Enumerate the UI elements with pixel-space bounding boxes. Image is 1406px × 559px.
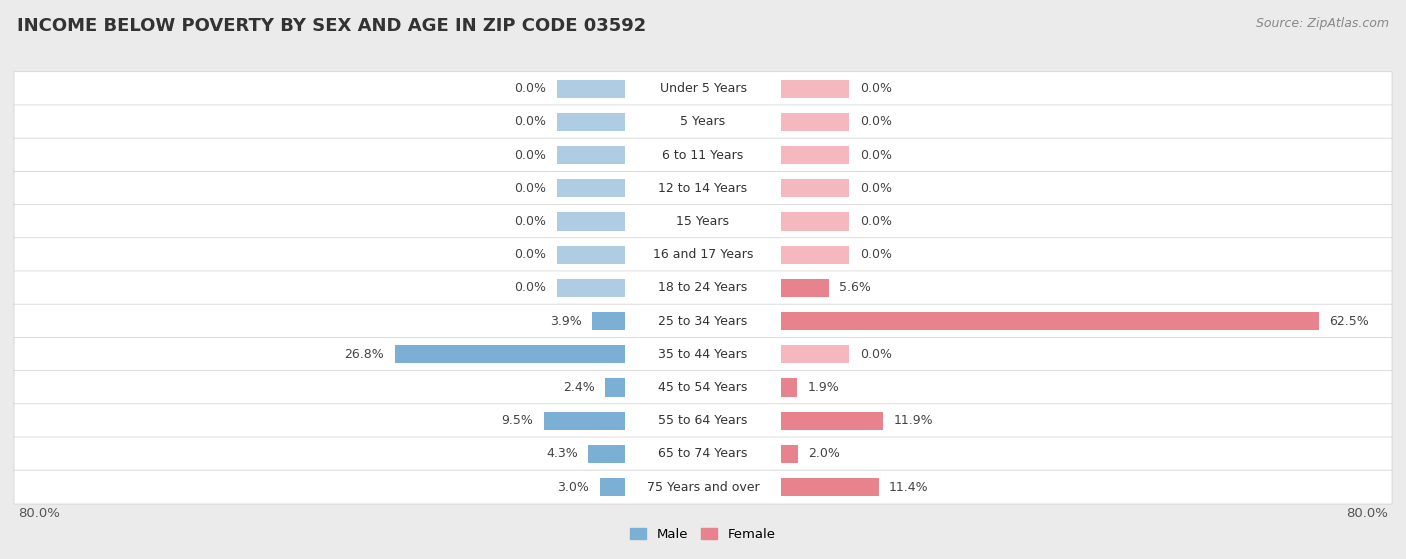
Text: 15 Years: 15 Years (676, 215, 730, 228)
Bar (557, 146, 626, 164)
FancyBboxPatch shape (14, 172, 1392, 205)
Bar (557, 113, 626, 131)
Bar (780, 478, 879, 496)
Bar (780, 445, 797, 463)
Text: 75 Years and over: 75 Years and over (647, 481, 759, 494)
Bar (780, 79, 849, 98)
Text: 0.0%: 0.0% (515, 149, 547, 162)
Text: 0.0%: 0.0% (859, 215, 891, 228)
Text: 26.8%: 26.8% (344, 348, 384, 361)
FancyBboxPatch shape (14, 404, 1392, 438)
FancyBboxPatch shape (14, 205, 1392, 238)
Text: 55 to 64 Years: 55 to 64 Years (658, 414, 748, 427)
FancyBboxPatch shape (14, 72, 1392, 106)
FancyBboxPatch shape (14, 105, 1392, 139)
Text: 35 to 44 Years: 35 to 44 Years (658, 348, 748, 361)
Text: 4.3%: 4.3% (547, 447, 578, 461)
Bar (605, 378, 626, 397)
Text: 0.0%: 0.0% (859, 115, 891, 129)
FancyBboxPatch shape (14, 304, 1392, 338)
Text: 0.0%: 0.0% (859, 149, 891, 162)
Legend: Male, Female: Male, Female (626, 523, 780, 546)
FancyBboxPatch shape (14, 437, 1392, 471)
Bar (544, 411, 626, 430)
Text: 6 to 11 Years: 6 to 11 Years (662, 149, 744, 162)
Bar (780, 245, 849, 264)
FancyBboxPatch shape (14, 271, 1392, 305)
Bar (557, 179, 626, 197)
Text: 25 to 34 Years: 25 to 34 Years (658, 315, 748, 328)
FancyBboxPatch shape (14, 138, 1392, 172)
Text: 1.9%: 1.9% (807, 381, 839, 394)
Text: 5 Years: 5 Years (681, 115, 725, 129)
Bar (557, 212, 626, 231)
Bar (780, 312, 1319, 330)
Bar (780, 179, 849, 197)
Text: 11.4%: 11.4% (889, 481, 928, 494)
Text: 0.0%: 0.0% (515, 182, 547, 195)
Text: 0.0%: 0.0% (515, 281, 547, 295)
Text: 9.5%: 9.5% (502, 414, 533, 427)
Text: 3.0%: 3.0% (557, 481, 589, 494)
Bar (592, 312, 626, 330)
Bar (780, 345, 849, 363)
Text: 0.0%: 0.0% (515, 82, 547, 95)
Bar (780, 378, 797, 397)
Text: 80.0%: 80.0% (18, 507, 60, 520)
Bar (557, 79, 626, 98)
Bar (557, 245, 626, 264)
Bar (395, 345, 626, 363)
Text: 11.9%: 11.9% (893, 414, 934, 427)
Text: 12 to 14 Years: 12 to 14 Years (658, 182, 748, 195)
Bar (557, 279, 626, 297)
Text: 65 to 74 Years: 65 to 74 Years (658, 447, 748, 461)
FancyBboxPatch shape (14, 470, 1392, 504)
Text: 5.6%: 5.6% (839, 281, 870, 295)
Text: 0.0%: 0.0% (859, 182, 891, 195)
Text: 0.0%: 0.0% (515, 115, 547, 129)
Text: INCOME BELOW POVERTY BY SEX AND AGE IN ZIP CODE 03592: INCOME BELOW POVERTY BY SEX AND AGE IN Z… (17, 17, 647, 35)
Text: 0.0%: 0.0% (515, 248, 547, 261)
Text: 62.5%: 62.5% (1329, 315, 1369, 328)
Text: 0.0%: 0.0% (859, 82, 891, 95)
Bar (780, 212, 849, 231)
Text: 80.0%: 80.0% (1346, 507, 1388, 520)
Text: 0.0%: 0.0% (859, 248, 891, 261)
Text: Under 5 Years: Under 5 Years (659, 82, 747, 95)
FancyBboxPatch shape (14, 238, 1392, 272)
Text: 2.0%: 2.0% (808, 447, 839, 461)
Bar (780, 113, 849, 131)
Bar (780, 279, 828, 297)
Text: 0.0%: 0.0% (515, 215, 547, 228)
FancyBboxPatch shape (14, 371, 1392, 404)
Text: 18 to 24 Years: 18 to 24 Years (658, 281, 748, 295)
Text: 3.9%: 3.9% (550, 315, 582, 328)
Bar (599, 478, 626, 496)
Text: 16 and 17 Years: 16 and 17 Years (652, 248, 754, 261)
FancyBboxPatch shape (14, 338, 1392, 371)
Text: 0.0%: 0.0% (859, 348, 891, 361)
Bar (780, 146, 849, 164)
Text: 45 to 54 Years: 45 to 54 Years (658, 381, 748, 394)
Bar (780, 411, 883, 430)
Text: Source: ZipAtlas.com: Source: ZipAtlas.com (1256, 17, 1389, 30)
Bar (589, 445, 626, 463)
Text: 2.4%: 2.4% (562, 381, 595, 394)
